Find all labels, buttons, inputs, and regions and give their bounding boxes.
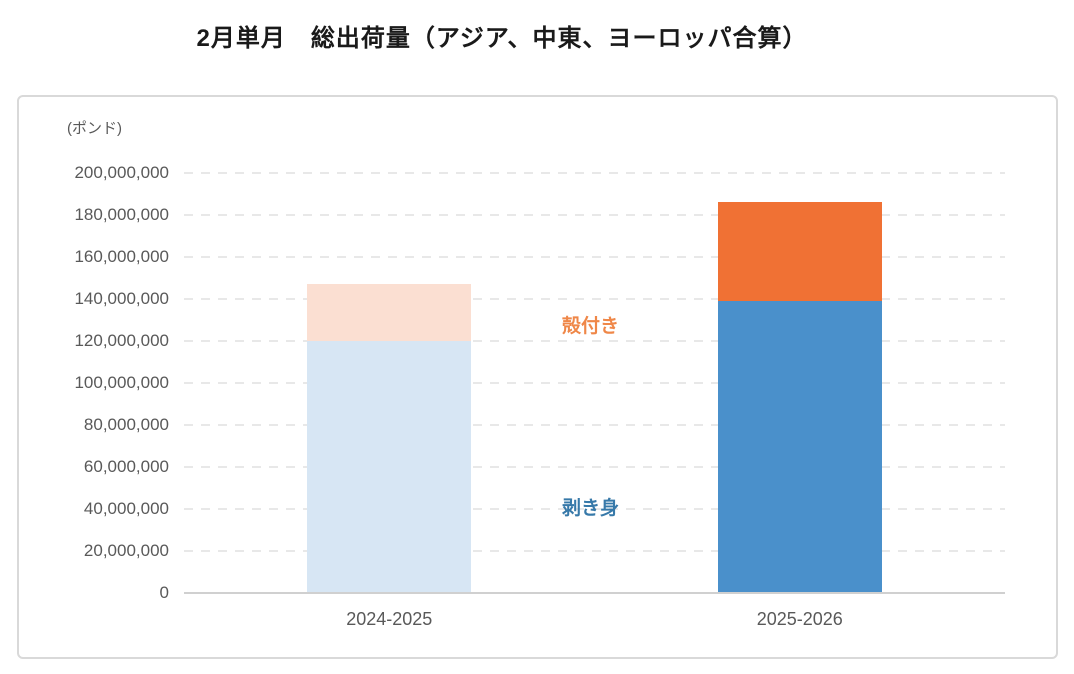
bar-segment-c0-s0 [307,341,472,593]
x-tick-label: 2025-2026 [756,609,843,629]
gridline [184,550,1005,552]
series-label-in-shell: 殻付き [562,316,620,337]
y-tick-label: 100,000,000 [74,373,169,392]
y-tick-label: 140,000,000 [74,289,169,308]
gridline [184,466,1005,468]
gridline [184,256,1005,258]
y-tick-label: 200,000,000 [74,163,169,182]
gridline [184,298,1005,300]
y-tick-label: 80,000,000 [83,415,169,434]
gridline [184,214,1005,216]
gridline [184,508,1005,510]
gridline [184,382,1005,384]
y-tick-label: 160,000,000 [74,247,169,266]
y-tick-label: 20,000,000 [83,541,169,560]
y-tick-label: 0 [159,583,169,602]
x-tick-label: 2024-2025 [346,609,433,629]
y-tick-label: 120,000,000 [74,331,169,350]
y-axis-unit-label: (ポンド) [67,120,122,137]
bar-segment-c1-s0 [717,301,882,593]
bar-segment-c1-s1 [717,202,882,302]
y-tick-label: 60,000,000 [83,457,169,476]
chart-title: 2月単月 総出荷量（アジア、中東、ヨーロッパ合算） [196,25,808,52]
bar-segment-c0-s1 [307,284,472,341]
y-tick-label: 180,000,000 [74,205,169,224]
plot-area: 殻付き 剥き身 [184,172,1005,593]
series-label-shelled-meat: 剥き身 [562,498,620,519]
chart-frame: (ポンド) 0 20,000,000 40,000,000 60,000,000 80,… [17,95,1058,659]
gridline [184,340,1005,342]
gridline [184,424,1005,426]
gridline [184,172,1005,174]
y-tick-label: 40,000,000 [83,499,169,518]
x-axis-line [184,592,1005,594]
